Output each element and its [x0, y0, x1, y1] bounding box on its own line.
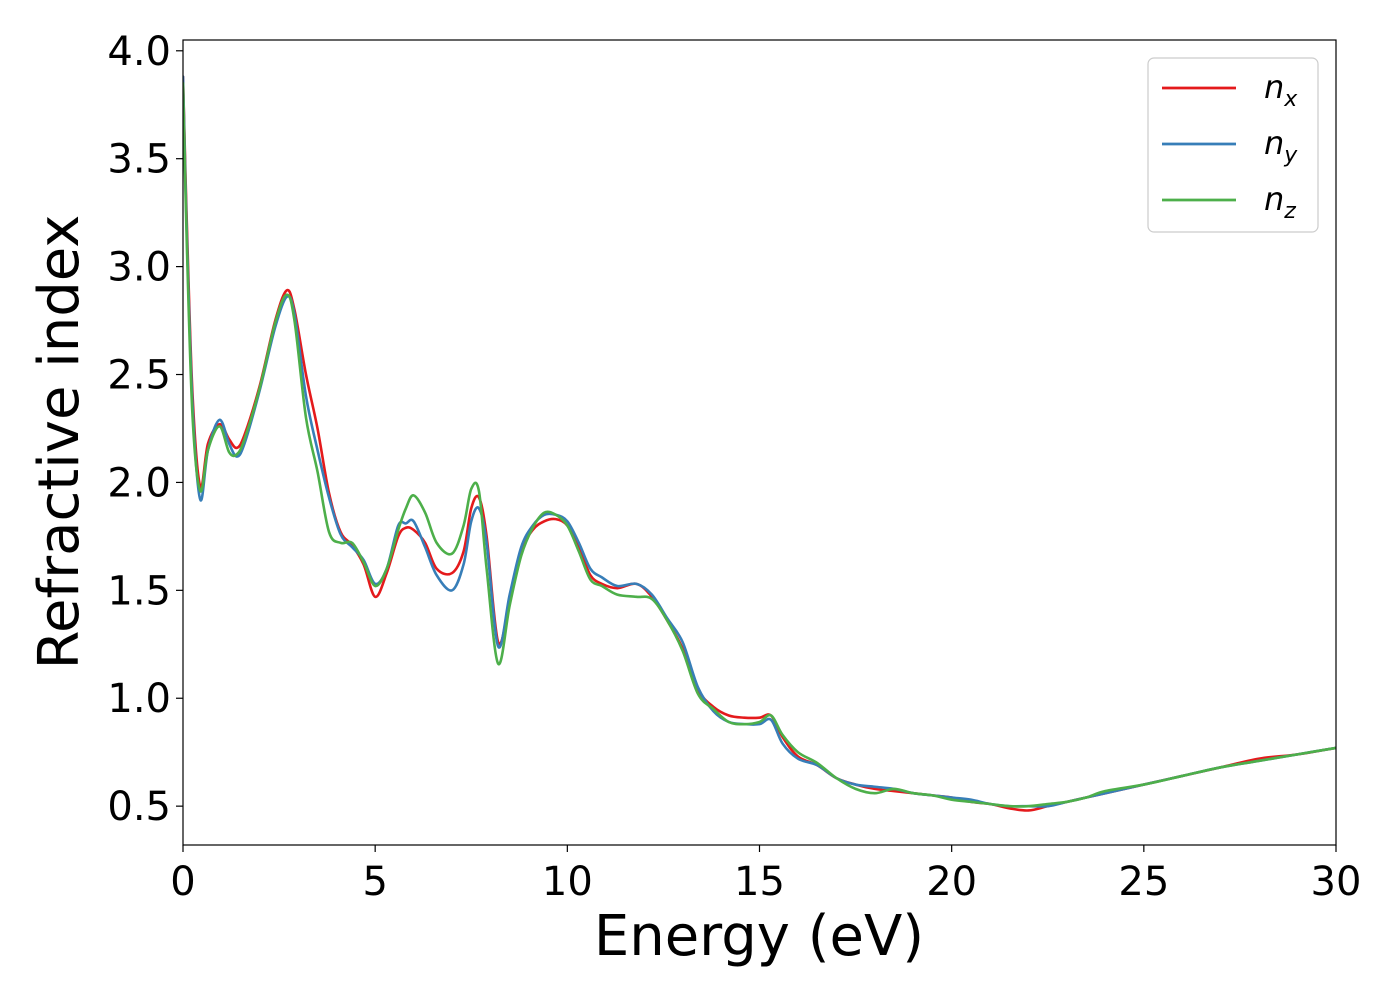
y-tick-label: 4.0 — [107, 29, 171, 75]
y-tick-label: 3.0 — [107, 245, 171, 291]
y-axis-label: Refractive index — [27, 215, 92, 670]
x-axis-label: Energy (eV) — [594, 904, 924, 969]
y-tick-label: 0.5 — [107, 784, 171, 830]
legend-label-z: nz — [1264, 180, 1296, 224]
y-tick-label: 1.5 — [107, 568, 171, 614]
x-tick-label: 20 — [926, 859, 977, 905]
x-tick-label: 15 — [734, 859, 785, 905]
series-line-z — [183, 81, 1336, 808]
x-tick-label: 10 — [542, 859, 593, 905]
y-tick-label: 2.5 — [107, 353, 171, 399]
series-layer — [183, 75, 1336, 812]
y-tick-label: 2.0 — [107, 460, 171, 506]
y-tick-label: 1.0 — [107, 676, 171, 722]
legend: nx ny nz — [1147, 57, 1319, 233]
y-axis: 0.5 1.0 1.5 2.0 2.5 3.0 3.5 4.0 — [107, 29, 183, 830]
x-axis: 0 5 10 15 20 25 30 — [170, 845, 1361, 905]
x-tick-label: 5 — [362, 859, 387, 905]
plot-area — [183, 40, 1336, 845]
legend-label-y: ny — [1264, 124, 1298, 168]
legend-label-x: nx — [1264, 68, 1298, 112]
x-tick-label: 0 — [170, 859, 195, 905]
x-tick-label: 25 — [1118, 859, 1169, 905]
x-tick-label: 30 — [1311, 859, 1362, 905]
y-tick-label: 3.5 — [107, 137, 171, 183]
